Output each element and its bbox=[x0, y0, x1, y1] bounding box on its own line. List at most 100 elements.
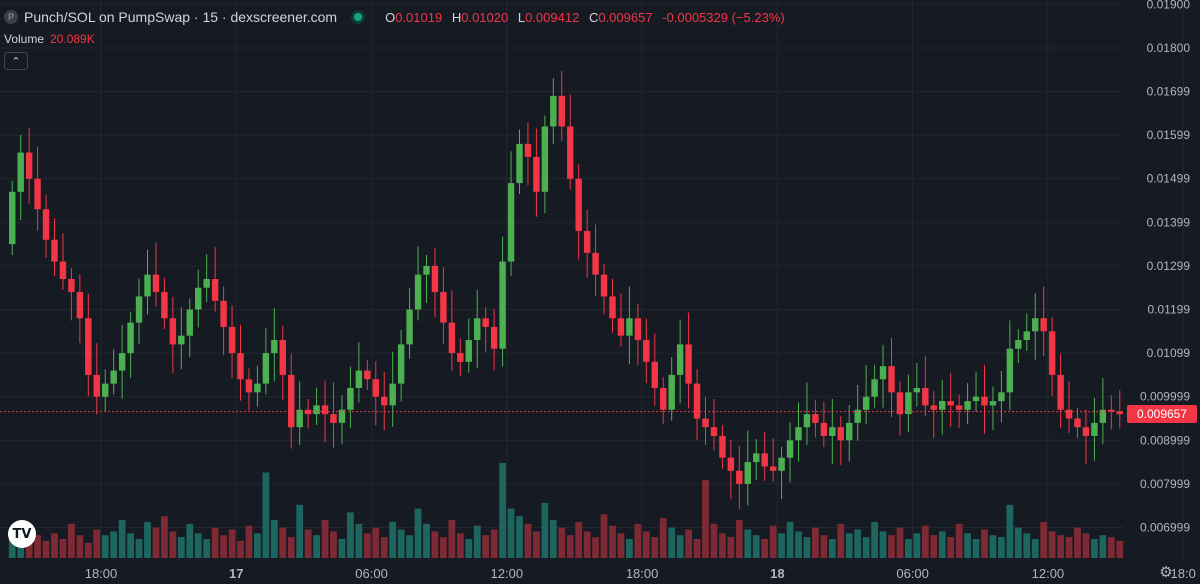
candle-body bbox=[178, 335, 185, 345]
volume-bar bbox=[347, 512, 354, 558]
y-tick-label: 0.01699 bbox=[1147, 85, 1191, 99]
volume-bar bbox=[118, 520, 126, 558]
volume-bar bbox=[110, 531, 118, 558]
volume-bar bbox=[51, 533, 58, 558]
candle-body bbox=[575, 178, 582, 232]
low-value: 0.009412 bbox=[525, 9, 580, 25]
low-label: L bbox=[517, 9, 526, 25]
volume-bar bbox=[203, 539, 211, 558]
candle-body bbox=[947, 401, 954, 406]
candle-body bbox=[389, 383, 396, 406]
candle-body bbox=[448, 322, 456, 354]
tradingview-logo[interactable]: TV bbox=[8, 520, 36, 548]
volume-bar bbox=[211, 527, 219, 558]
volume-bar bbox=[59, 539, 67, 558]
candle-body bbox=[862, 396, 870, 410]
volume-bar bbox=[414, 508, 422, 558]
y-tick-label: 0.009999 bbox=[1140, 390, 1190, 404]
y-tick-label: 0.008999 bbox=[1140, 433, 1190, 447]
volume-bar bbox=[854, 529, 862, 558]
candle-body bbox=[989, 401, 997, 406]
candle-body bbox=[254, 383, 261, 393]
volume-bar bbox=[972, 539, 980, 558]
volume-bar bbox=[888, 535, 895, 558]
volume-bar bbox=[558, 527, 566, 558]
chart-title[interactable]: Punch/SOL on PumpSwap · 15 · dexscreener… bbox=[24, 9, 338, 25]
symbol-icon[interactable]: P bbox=[4, 10, 18, 24]
candle-body bbox=[533, 156, 540, 192]
volume-bar bbox=[169, 531, 177, 558]
y-tick-label: 0.01099 bbox=[1147, 346, 1191, 360]
candle-body bbox=[338, 409, 346, 423]
gear-icon[interactable]: ⚙ bbox=[1159, 563, 1173, 581]
candle-body bbox=[583, 231, 591, 253]
volume-bar bbox=[84, 542, 92, 558]
candle-body bbox=[423, 265, 430, 275]
candle-body bbox=[541, 126, 549, 192]
volume-bar bbox=[727, 537, 735, 558]
volume-bar bbox=[795, 531, 802, 558]
volume-bar bbox=[710, 523, 718, 558]
volume-bar bbox=[473, 525, 481, 558]
candle-body bbox=[516, 143, 523, 184]
candle-body bbox=[1065, 409, 1073, 419]
volume-bar bbox=[372, 527, 380, 558]
volume-bar bbox=[1074, 527, 1081, 558]
volume-bar bbox=[135, 539, 143, 558]
volume-bar bbox=[592, 537, 599, 558]
volume-bar bbox=[659, 518, 667, 558]
volume-bar bbox=[744, 529, 752, 558]
volume-bar bbox=[828, 539, 836, 558]
volume-bar bbox=[304, 529, 312, 558]
x-tick-label: 17 bbox=[229, 566, 243, 581]
candle-body bbox=[102, 383, 109, 397]
volume-bar bbox=[194, 533, 202, 558]
volume-bar bbox=[524, 523, 532, 558]
volume-bar bbox=[237, 540, 244, 558]
volume-bar bbox=[127, 533, 134, 558]
candle-body bbox=[972, 396, 980, 402]
candle-body bbox=[76, 292, 84, 319]
candle-body bbox=[676, 344, 684, 375]
candle-body bbox=[262, 353, 270, 384]
volume-bar bbox=[279, 527, 287, 558]
y-tick-label: 0.007999 bbox=[1140, 477, 1190, 491]
candle-body bbox=[879, 366, 887, 380]
candle-body bbox=[913, 387, 921, 393]
volume-bar bbox=[177, 537, 185, 558]
candle-body bbox=[693, 383, 701, 419]
volume-bar bbox=[955, 523, 963, 558]
volume-bar bbox=[1006, 504, 1014, 558]
volume-bar bbox=[913, 533, 921, 558]
volume-bar bbox=[600, 514, 608, 558]
volume-bar bbox=[879, 531, 887, 558]
candle-body bbox=[922, 387, 929, 406]
candle-body bbox=[296, 409, 303, 428]
volume-bar bbox=[541, 502, 549, 558]
volume-bar bbox=[998, 537, 1005, 558]
candle-body bbox=[364, 370, 371, 380]
candle-body bbox=[592, 252, 599, 275]
market-status-icon bbox=[351, 10, 366, 24]
volume-bar bbox=[981, 529, 988, 558]
y-tick-label: 0.01399 bbox=[1147, 215, 1191, 229]
candle-body bbox=[228, 326, 236, 354]
candle-body bbox=[710, 427, 718, 436]
x-tick-label: 18 bbox=[770, 566, 784, 581]
candle-body bbox=[169, 318, 177, 345]
x-tick-label: 12:00 bbox=[491, 566, 524, 581]
candle-body bbox=[1006, 348, 1014, 393]
volume-bar bbox=[42, 540, 50, 558]
volume-bar bbox=[1116, 540, 1124, 558]
candle-body bbox=[25, 152, 33, 179]
collapse-legend-button[interactable]: ⌃ bbox=[4, 52, 28, 70]
candle-body bbox=[355, 370, 363, 388]
volume-bar bbox=[1014, 527, 1022, 558]
volume-bar bbox=[287, 537, 295, 558]
volume-bar bbox=[363, 533, 371, 558]
candle-body bbox=[685, 344, 692, 384]
open-label: O bbox=[385, 9, 396, 25]
candle-body bbox=[431, 265, 439, 293]
candle-body bbox=[9, 191, 16, 245]
